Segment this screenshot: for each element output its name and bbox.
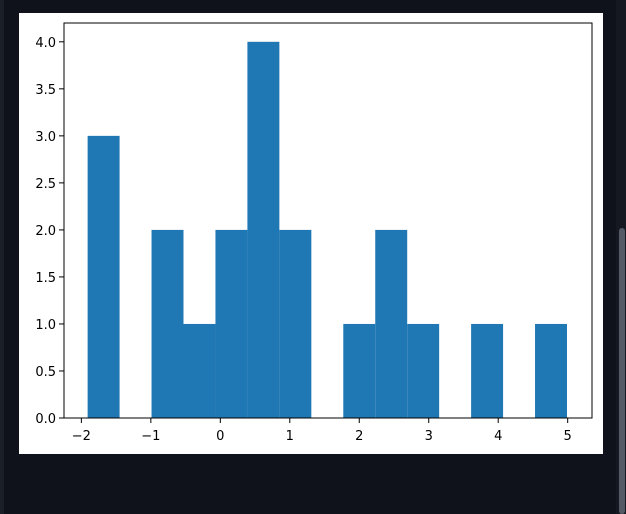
y-tick-label: 1.0 [35, 318, 56, 333]
y-tick-label: 0.0 [35, 412, 56, 427]
x-tick-label: 0 [216, 429, 224, 444]
x-tick-label: 5 [564, 429, 572, 444]
histogram-bar [407, 323, 440, 418]
x-tick-label: 1 [286, 429, 294, 444]
y-tick-label: 0.5 [35, 365, 56, 380]
y-tick-label: 2.0 [35, 224, 56, 239]
histogram-bar [343, 323, 376, 418]
plot-frame [63, 22, 593, 419]
histogram-bar [87, 135, 120, 418]
x-tick-label: 3 [425, 429, 433, 444]
window-edge [0, 0, 4, 514]
chart-figure: 0.0 0.5 1.0 1.5 2.0 2.5 3.0 3.5 4.0 −2 −1 0 1 2 3 4 5 [19, 13, 603, 454]
histogram-bar [279, 229, 312, 418]
scrollbar-thumb[interactable] [619, 228, 625, 514]
x-tick-label: −1 [141, 429, 160, 444]
x-tick-label: 2 [355, 429, 363, 444]
x-tick-label: 4 [494, 429, 502, 444]
x-tick-label: −2 [72, 429, 91, 444]
histogram-bar [183, 323, 216, 418]
y-axis: 0.0 0.5 1.0 1.5 2.0 2.5 3.0 3.5 4.0 [35, 36, 64, 427]
histogram-bar [535, 323, 567, 418]
histogram-bar [215, 229, 248, 418]
histogram-bar [375, 229, 408, 418]
y-tick-label: 3.5 [35, 83, 56, 98]
histogram-bars [87, 41, 567, 419]
y-tick-label: 3.0 [35, 130, 56, 145]
histogram-bar [471, 323, 504, 418]
histogram-bar [247, 41, 280, 419]
y-tick-label: 1.5 [35, 271, 56, 286]
y-tick-label: 4.0 [35, 36, 56, 51]
histogram-bar [151, 229, 184, 418]
y-tick-label: 2.5 [35, 177, 56, 192]
x-axis: −2 −1 0 1 2 3 4 5 [72, 418, 572, 444]
histogram-chart: 0.0 0.5 1.0 1.5 2.0 2.5 3.0 3.5 4.0 −2 −1 0 1 2 3 4 5 [35, 22, 593, 444]
